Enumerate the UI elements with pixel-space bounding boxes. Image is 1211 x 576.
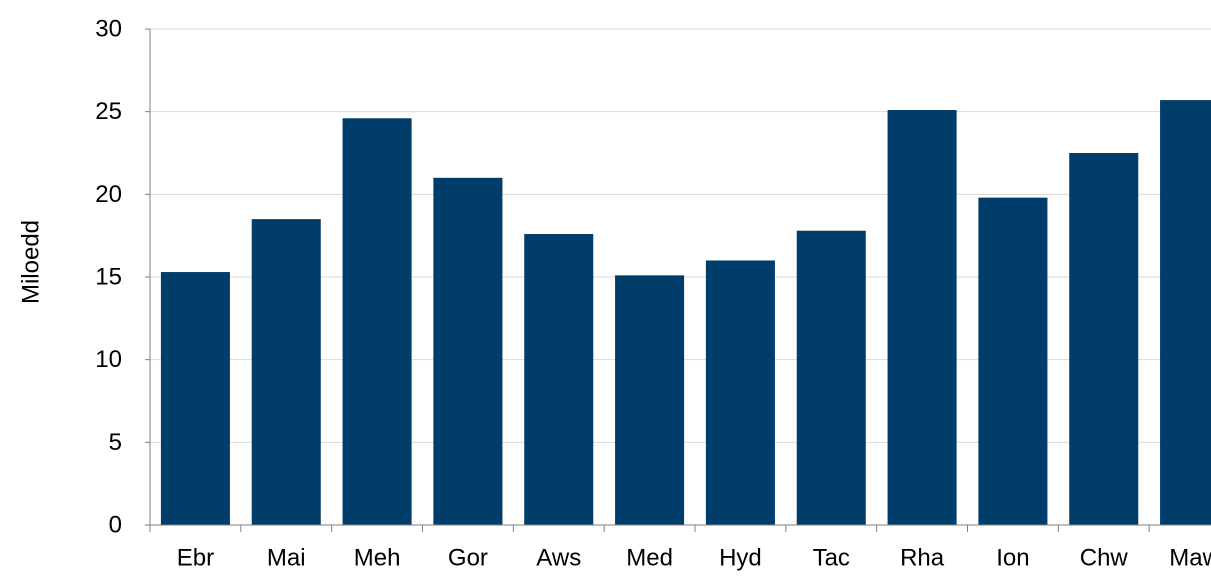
y-tick-labels: 0 5 10 15 20 25 30	[95, 16, 122, 539]
x-tick-label: Meh	[354, 545, 401, 572]
bar-tac	[796, 230, 866, 525]
bar-meh	[342, 118, 412, 525]
x-tick-label: Hyd	[719, 545, 762, 572]
x-tick-label: Chw	[1080, 545, 1129, 572]
x-tick-label: Rha	[900, 545, 945, 572]
gridlines	[150, 28, 1211, 443]
x-tick-label: Aws	[536, 545, 581, 572]
bar-mai	[251, 219, 321, 525]
x-tick-label: Gor	[448, 545, 488, 572]
x-tick-label: Tac	[813, 545, 850, 572]
y-tick-label: 5	[109, 429, 122, 456]
x-tick-label: Ion	[996, 545, 1029, 572]
y-tick-label: 10	[95, 346, 122, 373]
bar-ebr	[160, 272, 230, 525]
y-axis-title: Miloedd	[17, 220, 44, 304]
y-tick-label: 15	[95, 264, 122, 291]
x-tick-label: Ebr	[177, 545, 214, 572]
bar-chw	[1069, 153, 1139, 525]
bars	[160, 100, 1211, 526]
bar-maw	[1160, 100, 1211, 526]
bar-ion	[978, 197, 1048, 525]
x-tick-label: Mai	[267, 545, 306, 572]
x-tick-label: Maw	[1169, 545, 1211, 572]
bar-hyd	[705, 260, 775, 525]
bar-aws	[524, 234, 594, 525]
y-tick-label: 30	[95, 16, 122, 43]
axes	[145, 28, 1211, 532]
y-tick-label: 0	[109, 512, 122, 539]
bar-rha	[887, 110, 957, 525]
bar-gor	[433, 177, 503, 526]
bar-med	[615, 275, 685, 525]
x-tick-labels: Ebr Mai Meh Gor Aws Med Hyd Tac Rha Ion Chw Maw	[177, 545, 1211, 572]
y-tick-label: 20	[95, 181, 122, 208]
y-tick-label: 25	[95, 98, 122, 125]
x-tick-label: Med	[626, 545, 673, 572]
